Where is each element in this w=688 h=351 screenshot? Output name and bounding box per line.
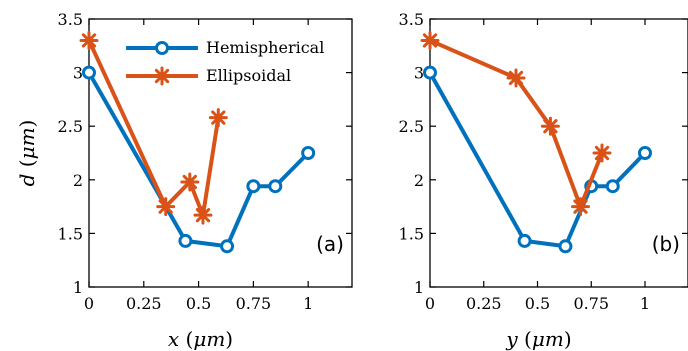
y-tick-label: 1 [73,278,83,297]
plot-frame [88,18,353,288]
panel-label: (a) [316,232,344,256]
data-point-ellipsoidal [592,143,612,163]
y-tick-label: 3 [73,64,83,83]
legend: Hemispherical Ellipsoidal [126,38,324,86]
legend-label-ellipsoidal: Ellipsoidal [206,66,291,85]
y-axis-label: d (μm) [15,120,39,187]
x-tick-label: 0.25 [466,294,502,313]
series-line-hemispherical [428,71,647,249]
data-point-ellipsoidal [208,108,228,128]
data-point-ellipsoidal [506,68,526,88]
x-tick-label: 0 [425,294,435,313]
x-axis-label: x (μm) [168,327,233,351]
plot-frame [429,18,688,288]
legend-marker-ellipsoidal [152,66,172,86]
data-point-hemispherical [605,179,620,194]
chart-panel-a: 0 0.25 0.5 0.75 1 1 1.5 2 2.5 3 3.5 x (μm) d (μm) (a)… [15,10,353,351]
y-tick-label: 3 [414,64,424,83]
x-tick-label: 0.5 [186,294,211,313]
x-tick-label: 0.25 [126,294,162,313]
y-tick-label: 2 [73,171,83,190]
series-line-hemispherical [87,71,310,249]
panel-label: (b) [652,232,680,256]
x-tick-label: 0 [84,294,94,313]
y-tick-label: 1 [414,278,424,297]
data-point-ellipsoidal [420,30,440,50]
data-point-hemispherical [268,179,283,194]
data-point-hemispherical [246,179,261,194]
data-point-hemispherical [638,146,652,160]
x-axis-label: y (μm) [505,327,571,351]
series-line-ellipsoidal [429,38,604,209]
y-tick-label: 1.5 [399,224,424,243]
data-point-hemispherical [558,239,573,254]
x-tick-label: 0.75 [236,294,272,313]
data-point-ellipsoidal [193,205,213,225]
data-point-ellipsoidal [79,30,99,50]
x-tick-label: 1 [640,294,650,313]
data-point-hemispherical [423,65,437,80]
data-point-ellipsoidal [156,197,176,217]
y-tick-label: 2.5 [58,117,83,136]
y-tick-label: 2.5 [399,117,424,136]
data-point-hemispherical [178,233,193,248]
x-tick-label: 1 [303,294,313,313]
x-tick-label: 0.5 [525,294,550,313]
y-tick-label: 2 [414,171,424,190]
legend-marker-hemispherical [155,41,169,55]
y-tick-label: 3.5 [399,10,424,29]
data-point-ellipsoidal [540,116,560,136]
data-point-hemispherical [82,65,96,80]
data-point-ellipsoidal [180,172,200,192]
x-tick-label: 0.75 [573,294,609,313]
y-tick-label: 1.5 [58,224,83,243]
legend-label-hemispherical: Hemispherical [206,38,324,57]
y-tick-label: 3.5 [58,10,83,29]
data-point-ellipsoidal [571,197,590,217]
data-point-hemispherical [517,233,532,248]
data-point-hemispherical [220,239,235,254]
chart-panel-b: 0 0.25 0.5 0.75 1 1 1.5 2 2.5 3 3.5 y (μm) (b) [399,10,688,351]
data-point-hemispherical [301,146,316,160]
